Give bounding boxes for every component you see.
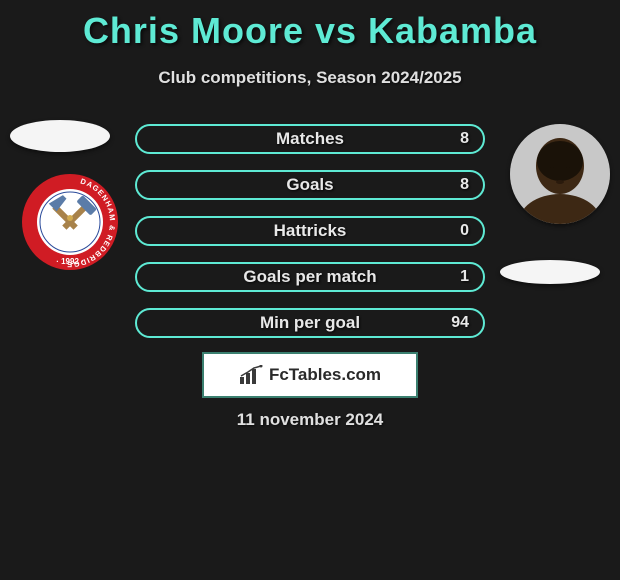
- player-left-avatar: [10, 120, 110, 152]
- stat-row-min-per-goal: Min per goal 94: [135, 308, 485, 338]
- stat-label: Min per goal: [260, 313, 360, 333]
- stat-value-right: 0: [460, 222, 469, 240]
- stat-value-right: 8: [460, 130, 469, 148]
- stat-value-right: 1: [460, 268, 469, 286]
- stat-row-hattricks: Hattricks 0: [135, 216, 485, 246]
- player-right-avatar: [510, 124, 610, 224]
- svg-text:· 1992 ·: · 1992 ·: [56, 257, 84, 266]
- date-text: 11 november 2024: [0, 410, 620, 430]
- club-badge-right: [500, 260, 600, 284]
- fctables-text: FcTables.com: [269, 365, 381, 385]
- stat-label: Goals per match: [243, 267, 376, 287]
- stat-value-right: 94: [451, 314, 469, 332]
- stat-row-goals-per-match: Goals per match 1: [135, 262, 485, 292]
- stat-row-matches: Matches 8: [135, 124, 485, 154]
- stat-value-right: 8: [460, 176, 469, 194]
- stat-label: Hattricks: [274, 221, 347, 241]
- bar-chart-icon: [239, 365, 263, 385]
- stats-table: Matches 8 Goals 8 Hattricks 0 Goals per …: [135, 124, 485, 354]
- subtitle: Club competitions, Season 2024/2025: [0, 68, 620, 88]
- fctables-logo: FcTables.com: [202, 352, 418, 398]
- stat-label: Matches: [276, 129, 344, 149]
- page-title: Chris Moore vs Kabamba: [0, 0, 620, 52]
- club-badge-left: DAGENHAM & REDBRIDGE · 1992 ·: [20, 172, 120, 272]
- stat-label: Goals: [286, 175, 333, 195]
- stat-row-goals: Goals 8: [135, 170, 485, 200]
